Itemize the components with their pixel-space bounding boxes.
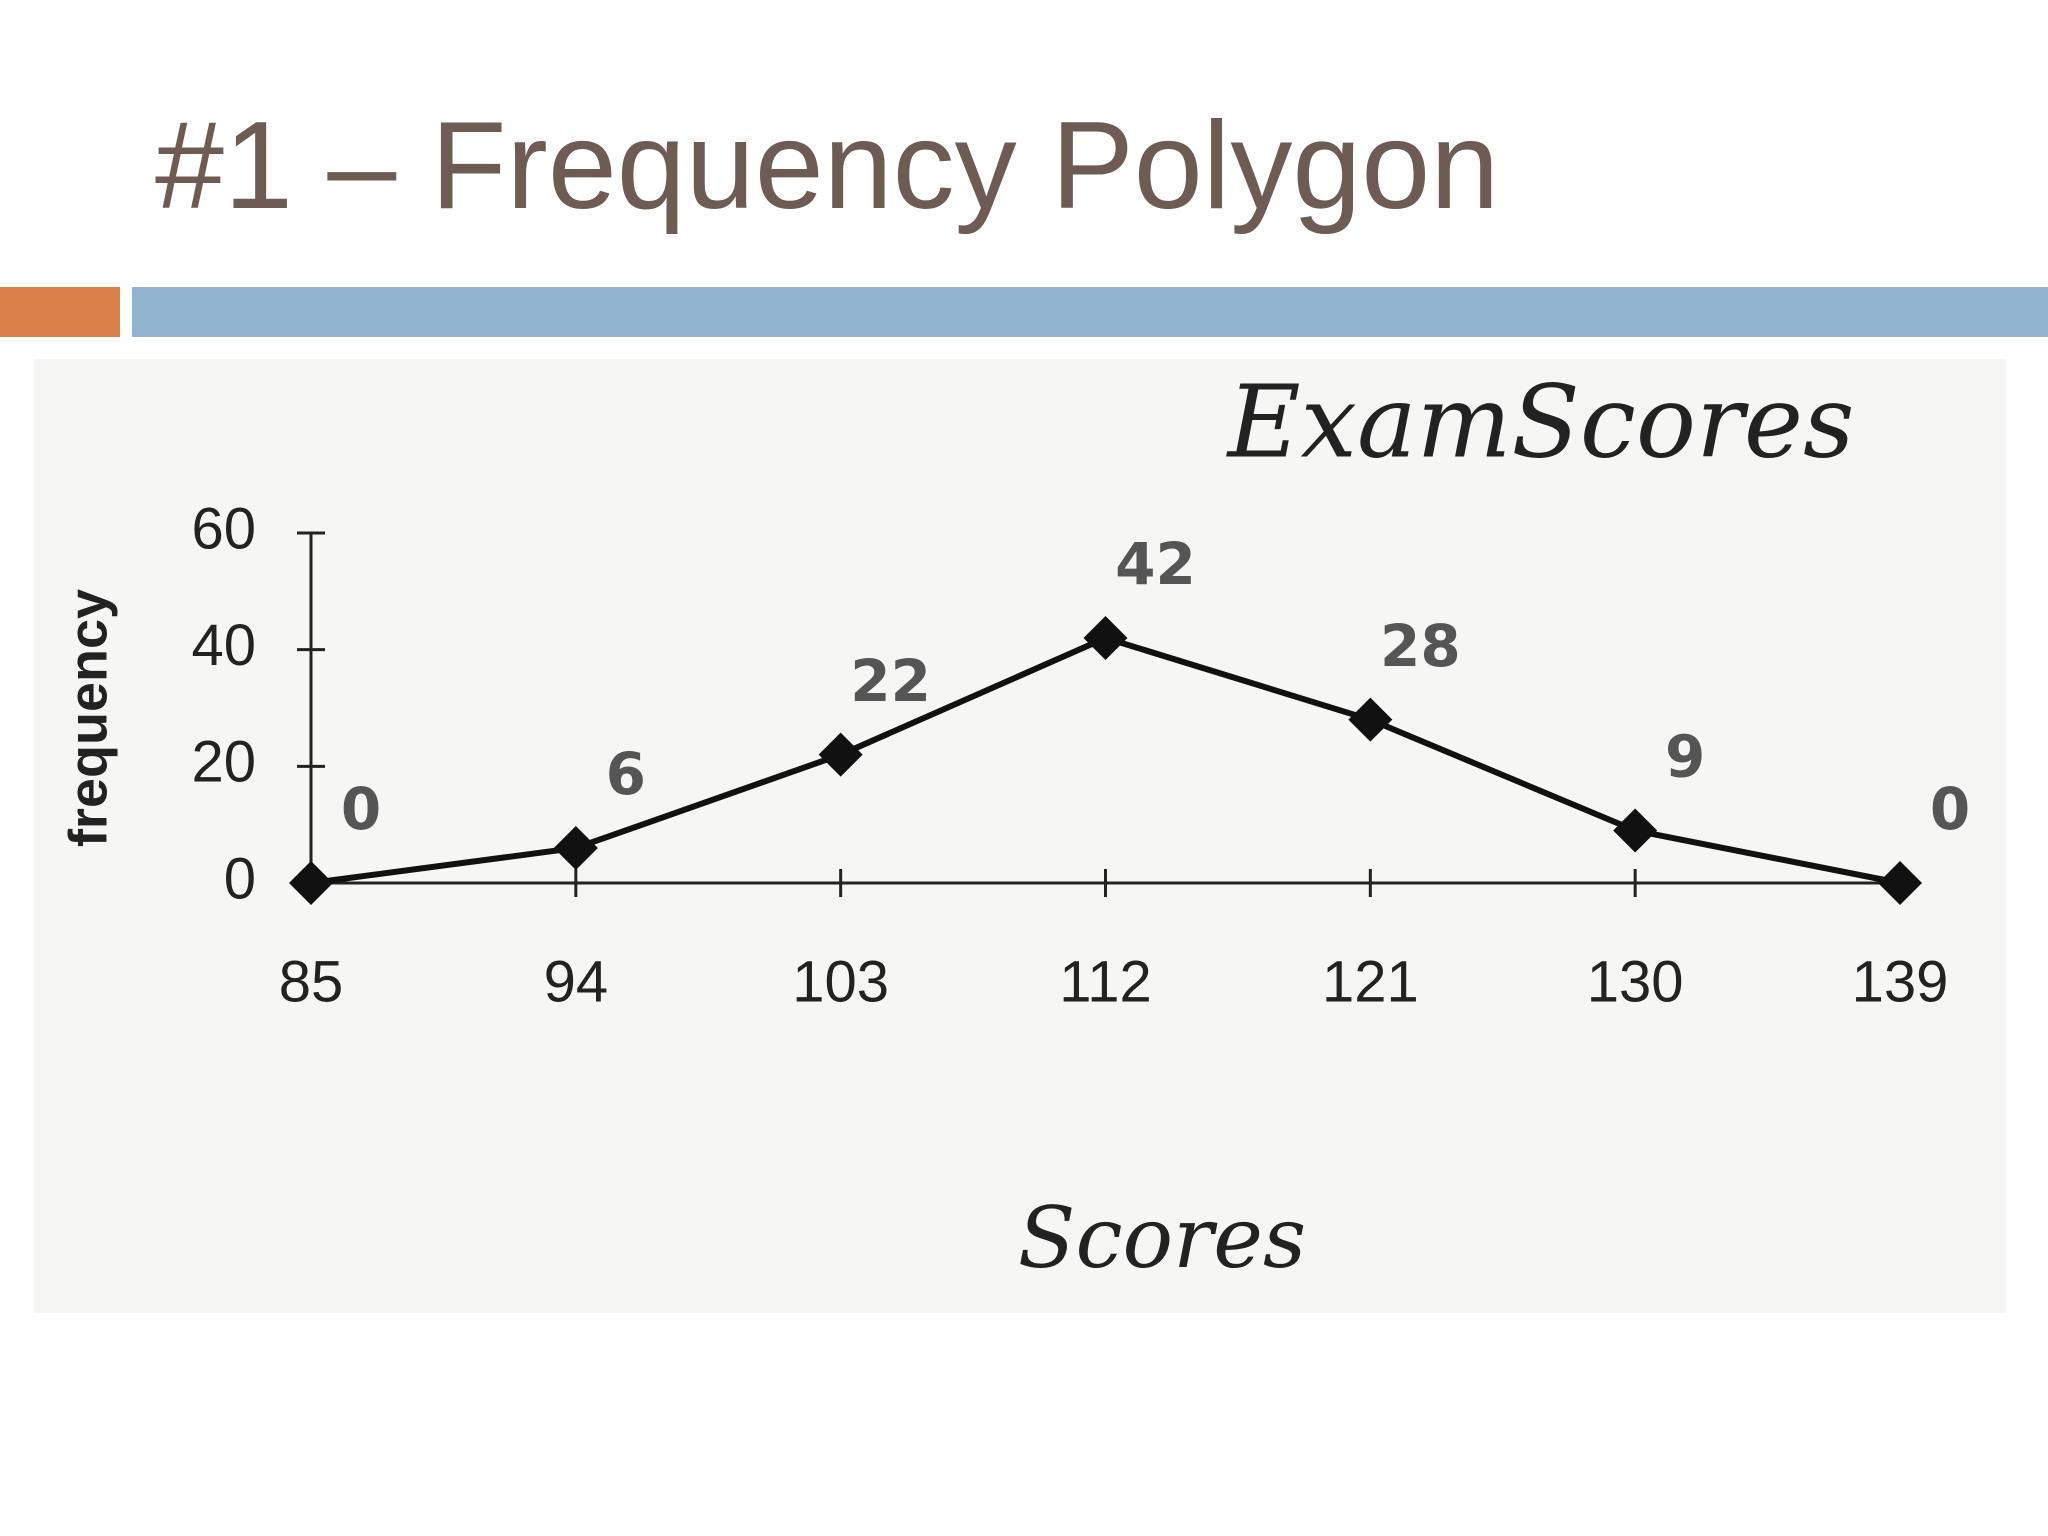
data-point [1083,616,1128,660]
x-axis-label: Scores [1018,1189,1306,1287]
data-point [1878,861,1922,905]
y-tick-label: 20 [191,730,256,795]
data-point [818,732,863,777]
x-tick-label: 130 [1587,949,1684,1014]
chart-title: ExamScores [1226,364,1855,481]
y-tick-label: 0 [224,846,256,911]
data-point [553,826,598,870]
rule-bar [132,287,2048,337]
y-tick-label: 60 [191,496,256,561]
data-label: 0 [1930,775,1970,843]
data-label: 0 [341,775,381,843]
y-tick-label: 40 [191,613,256,678]
x-tick-label: 85 [279,949,344,1014]
slide-title: #1 – Frequency Polygon [155,97,1500,235]
data-point [1348,697,1393,742]
data-point [1613,808,1658,853]
data-label: 6 [606,740,646,808]
data-point [289,861,333,905]
y-axis-label: frequency [58,589,118,847]
accent-bar [0,287,120,337]
x-tick-label: 139 [1852,949,1949,1014]
x-tick-label: 94 [544,949,609,1014]
x-tick-label: 103 [792,949,889,1014]
x-tick-label: 121 [1322,949,1419,1014]
data-label: 42 [1115,530,1196,598]
x-tick-label: 112 [1059,949,1151,1014]
data-label: 9 [1665,723,1705,791]
chart-background [34,359,2006,1313]
data-label: 28 [1380,612,1461,680]
data-label: 22 [850,647,931,715]
